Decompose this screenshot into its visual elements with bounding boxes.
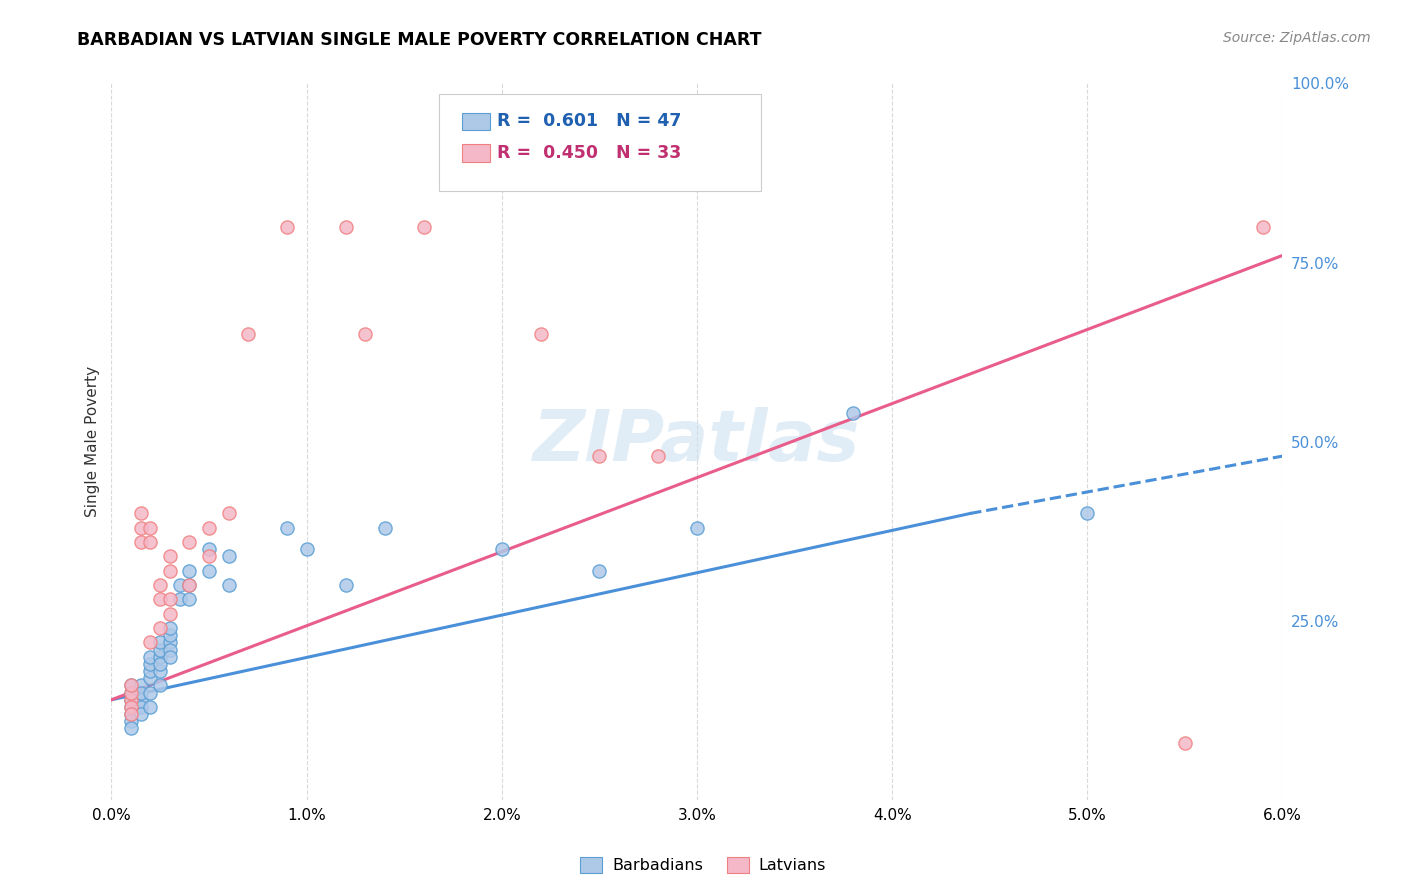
- Point: [129, 507, 152, 521]
- Point: [120, 700, 142, 714]
- Point: [198, 564, 221, 578]
- Point: [159, 642, 181, 657]
- Point: [139, 700, 162, 714]
- Point: [120, 707, 142, 722]
- Point: [374, 521, 396, 535]
- Point: [236, 327, 259, 342]
- Point: [139, 635, 162, 649]
- Point: [139, 535, 162, 549]
- Point: [139, 686, 162, 700]
- Point: [149, 649, 172, 664]
- FancyBboxPatch shape: [461, 112, 489, 130]
- Point: [120, 686, 142, 700]
- Point: [149, 621, 172, 635]
- Point: [149, 678, 172, 692]
- Point: [120, 678, 142, 692]
- Point: [159, 649, 181, 664]
- Point: [129, 535, 152, 549]
- Point: [1174, 736, 1197, 750]
- Point: [1251, 219, 1274, 234]
- Point: [120, 722, 142, 736]
- Point: [686, 521, 709, 535]
- Point: [295, 542, 318, 557]
- Point: [139, 521, 162, 535]
- Point: [159, 592, 181, 607]
- Point: [120, 707, 142, 722]
- Point: [179, 578, 201, 592]
- Point: [159, 621, 181, 635]
- Point: [129, 700, 152, 714]
- Point: [412, 219, 434, 234]
- Point: [842, 406, 865, 420]
- Point: [335, 578, 357, 592]
- Point: [129, 678, 152, 692]
- Point: [149, 664, 172, 678]
- Point: [120, 678, 142, 692]
- Point: [149, 578, 172, 592]
- Point: [179, 535, 201, 549]
- Point: [159, 635, 181, 649]
- Point: [120, 693, 142, 707]
- Point: [354, 327, 377, 342]
- Point: [218, 549, 240, 564]
- Point: [139, 671, 162, 685]
- Legend: Barbadians, Latvians: Barbadians, Latvians: [574, 850, 832, 880]
- Point: [129, 686, 152, 700]
- Point: [139, 664, 162, 678]
- FancyBboxPatch shape: [461, 145, 489, 161]
- Text: BARBADIAN VS LATVIAN SINGLE MALE POVERTY CORRELATION CHART: BARBADIAN VS LATVIAN SINGLE MALE POVERTY…: [77, 31, 762, 49]
- Point: [139, 649, 162, 664]
- Point: [120, 714, 142, 729]
- Point: [198, 542, 221, 557]
- Point: [129, 693, 152, 707]
- Point: [149, 592, 172, 607]
- Point: [198, 521, 221, 535]
- Point: [588, 564, 610, 578]
- Point: [276, 521, 298, 535]
- Point: [530, 327, 553, 342]
- Point: [179, 578, 201, 592]
- Text: ZIPatlas: ZIPatlas: [533, 408, 860, 476]
- Point: [647, 449, 669, 463]
- Point: [159, 564, 181, 578]
- Point: [169, 592, 191, 607]
- Point: [276, 219, 298, 234]
- Point: [179, 564, 201, 578]
- Point: [491, 542, 513, 557]
- Point: [120, 686, 142, 700]
- FancyBboxPatch shape: [439, 95, 762, 191]
- Text: R =  0.450   N = 33: R = 0.450 N = 33: [496, 144, 681, 162]
- Point: [218, 507, 240, 521]
- Text: Source: ZipAtlas.com: Source: ZipAtlas.com: [1223, 31, 1371, 45]
- Point: [159, 607, 181, 621]
- Point: [120, 700, 142, 714]
- Point: [588, 449, 610, 463]
- Point: [159, 549, 181, 564]
- Point: [159, 628, 181, 642]
- Point: [1076, 507, 1098, 521]
- Point: [149, 642, 172, 657]
- Y-axis label: Single Male Poverty: Single Male Poverty: [86, 367, 100, 517]
- Point: [169, 578, 191, 592]
- Point: [149, 635, 172, 649]
- Point: [129, 707, 152, 722]
- Point: [139, 657, 162, 671]
- Point: [335, 219, 357, 234]
- Point: [198, 549, 221, 564]
- Point: [179, 592, 201, 607]
- Point: [120, 693, 142, 707]
- Text: R =  0.601   N = 47: R = 0.601 N = 47: [496, 112, 681, 130]
- Point: [149, 657, 172, 671]
- Point: [129, 521, 152, 535]
- Point: [218, 578, 240, 592]
